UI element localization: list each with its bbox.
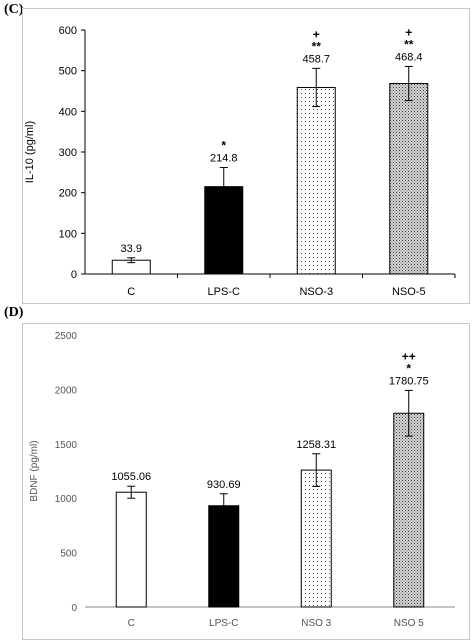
y-tick-label: 600	[59, 25, 77, 37]
significance-marker: **	[404, 37, 414, 51]
data-label: 458.7	[302, 53, 330, 65]
significance-marker: **	[312, 39, 322, 53]
y-tick-label: 300	[59, 147, 77, 159]
significance-marker: *	[221, 139, 226, 153]
bar	[389, 83, 429, 275]
y-axis-title: IL-10 (pg/ml)	[24, 121, 36, 183]
y-tick-label: 0	[71, 603, 77, 614]
bar	[300, 469, 332, 608]
x-tick-label: NSO 3	[301, 618, 331, 629]
y-tick-label: 2000	[55, 385, 78, 396]
data-label: 1258.31	[296, 439, 336, 451]
y-tick-label: 0	[71, 269, 77, 281]
y-tick-label: 500	[60, 549, 77, 560]
data-label: 1780.75	[389, 375, 429, 387]
data-label: 33.9	[121, 243, 142, 255]
data-label: 214.8	[210, 153, 238, 165]
panel-label-d: (D)	[4, 305, 24, 320]
chart-bdnf: 0 500 1000 1500 2000 2500 BDNF (pg/ml) 1055.06 C…	[29, 331, 455, 629]
data-label: 930.69	[207, 479, 241, 491]
y-axis-title: BDNF (pg/ml)	[29, 440, 40, 501]
y-tick-label: 100	[59, 228, 77, 240]
x-tick-label: NSO 5	[394, 618, 424, 629]
y-tick-label: 200	[59, 188, 77, 200]
data-label: 468.4	[395, 51, 423, 63]
y-tick-label: 400	[59, 106, 77, 118]
significance-marker: ++	[402, 349, 416, 363]
significance-marker: *	[406, 361, 411, 375]
x-tick-label: NSO-3	[299, 286, 333, 298]
y-tick-label: 500	[59, 66, 77, 78]
y-tick-label: 1000	[55, 494, 78, 505]
significance-marker: +	[405, 25, 412, 39]
x-tick-label: LPS-C	[209, 618, 238, 629]
bar	[208, 505, 240, 608]
panel-label-c: (C)	[4, 2, 24, 17]
chart-il10: 0 100 200 300 400 500 600 IL-10 (pg/ml) 33.9 C 214…	[24, 25, 456, 298]
y-tick-label: 2500	[55, 331, 78, 342]
x-tick-label: C	[127, 286, 135, 298]
significance-marker: +	[313, 27, 320, 41]
bar	[115, 491, 147, 608]
y-tick-label: 1500	[55, 440, 78, 451]
bar	[296, 86, 336, 275]
x-tick-label: C	[128, 618, 135, 629]
x-tick-label: LPS-C	[208, 286, 240, 298]
bar	[393, 412, 425, 608]
x-tick-label: NSO-5	[392, 286, 426, 298]
data-label: 1055.06	[111, 471, 151, 483]
